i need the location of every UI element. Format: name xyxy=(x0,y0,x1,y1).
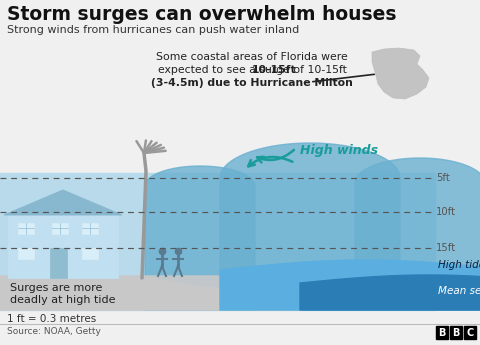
Text: B: B xyxy=(438,327,446,337)
Polygon shape xyxy=(220,260,480,310)
Polygon shape xyxy=(355,158,480,310)
Bar xyxy=(18,223,34,234)
Polygon shape xyxy=(4,190,122,215)
Text: C: C xyxy=(467,327,474,337)
Text: expected to see a surge of 10-15ft: expected to see a surge of 10-15ft xyxy=(157,65,347,75)
Polygon shape xyxy=(220,143,400,310)
Bar xyxy=(8,215,118,278)
Text: Surges are more
deadly at high tide: Surges are more deadly at high tide xyxy=(10,283,116,305)
Text: High winds: High winds xyxy=(300,144,378,157)
Bar xyxy=(0,173,435,310)
Bar xyxy=(18,248,34,259)
Text: Some coastal areas of Florida were: Some coastal areas of Florida were xyxy=(156,52,348,62)
Polygon shape xyxy=(0,276,380,310)
Text: Mean sea level: Mean sea level xyxy=(438,286,480,296)
Polygon shape xyxy=(300,275,480,310)
Text: 10-15ft: 10-15ft xyxy=(252,65,296,75)
Bar xyxy=(436,326,448,339)
Text: 5ft: 5ft xyxy=(436,173,450,183)
Bar xyxy=(450,326,462,339)
Polygon shape xyxy=(145,166,255,310)
Text: (3-4.5m) due to Hurricane Milton: (3-4.5m) due to Hurricane Milton xyxy=(151,78,353,88)
Text: 1 ft = 0.3 metres: 1 ft = 0.3 metres xyxy=(7,314,96,324)
Bar xyxy=(464,326,476,339)
Text: B: B xyxy=(452,327,460,337)
Text: Storm surges can overwhelm houses: Storm surges can overwhelm houses xyxy=(7,5,396,24)
Bar xyxy=(52,223,68,234)
Bar xyxy=(50,248,67,278)
Bar xyxy=(82,248,98,259)
Text: Strong winds from hurricanes can push water inland: Strong winds from hurricanes can push wa… xyxy=(7,25,299,35)
Text: Source: NOAA, Getty: Source: NOAA, Getty xyxy=(7,327,101,336)
Text: 10ft: 10ft xyxy=(436,207,456,217)
Bar xyxy=(82,223,98,234)
Text: High tide: High tide xyxy=(438,260,480,270)
Polygon shape xyxy=(372,48,429,99)
Text: 15ft: 15ft xyxy=(436,243,456,253)
Polygon shape xyxy=(0,278,300,310)
